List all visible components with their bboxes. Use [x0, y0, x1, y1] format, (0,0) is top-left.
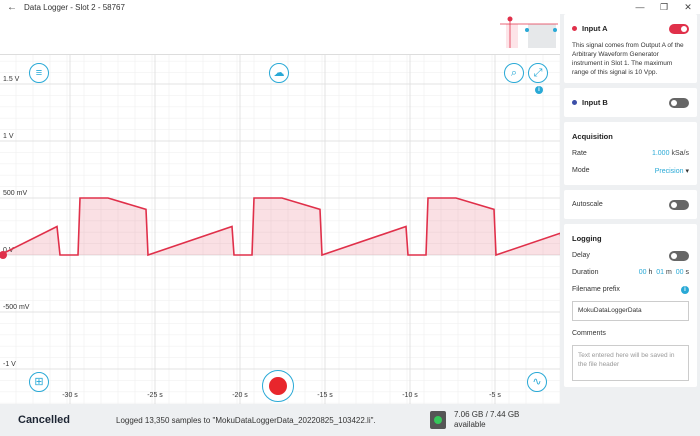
x-tick-label: -20 s	[232, 392, 248, 399]
prefix-label: Filename prefix	[572, 286, 620, 293]
prefix-info-icon[interactable]: i	[681, 285, 689, 294]
x-tick-label: -10 s	[402, 392, 418, 399]
acquisition-card: Acquisition Rate 1.000 kSa/s Mode Precisi…	[564, 122, 697, 185]
status-message: Logged 13,350 samples to "MokuDataLogger…	[116, 415, 376, 425]
record-icon	[269, 377, 287, 395]
mode-label: Mode	[572, 167, 590, 174]
settings-panel: Input A This signal comes from Output A …	[564, 14, 697, 436]
autoscale-label: Autoscale	[572, 201, 603, 208]
overview-window[interactable]	[506, 24, 518, 48]
back-arrow-icon[interactable]: ←	[7, 1, 17, 13]
x-tick-label: -30 s	[62, 392, 78, 399]
x-tick-label: -25 s	[147, 392, 163, 399]
delay-label: Delay	[572, 252, 590, 259]
zoom-button[interactable]: ⌕	[504, 63, 524, 83]
channel-a-zero-marker	[0, 251, 7, 259]
duration-minutes-unit: m	[666, 269, 672, 276]
signal-trace	[0, 197, 583, 257]
y-tick-label: 1.5 V	[3, 76, 20, 83]
y-tick-label: -500 mV	[3, 304, 30, 311]
window-title: Data Logger - Slot 2 - 58767	[24, 2, 125, 12]
logging-card: Logging Delay Duration 00 h 01 m 00 s Fi…	[564, 224, 697, 387]
input-b-card: Input B	[564, 88, 697, 117]
input-a-label: Input A	[582, 24, 608, 33]
signal-fill	[0, 198, 582, 255]
waveform-icon: ∿	[532, 375, 542, 388]
menu-icon: ≡	[35, 66, 43, 79]
mode-value: Precision	[654, 167, 684, 175]
chevron-down-icon: ▾	[685, 167, 689, 175]
input-b-color-icon	[572, 100, 577, 105]
record-button[interactable]	[262, 370, 294, 402]
input-a-card: Input A This signal comes from Output A …	[564, 14, 697, 83]
zoom-icon: ⌕	[510, 66, 518, 79]
delay-toggle[interactable]	[669, 250, 689, 261]
storage-info: 7.06 GB / 7.44 GB available	[430, 410, 560, 430]
autoscale-toggle[interactable]	[669, 199, 689, 210]
grid-button[interactable]: ⊞	[29, 372, 49, 392]
duration-hours[interactable]: 00	[638, 269, 647, 276]
autoscale-card: Autoscale	[564, 190, 697, 219]
fit-icon: ⤢	[533, 66, 543, 79]
close-icon[interactable]: ✕	[684, 1, 692, 12]
rate-unit: kSa/s	[671, 150, 689, 157]
waveform-button[interactable]: ∿	[527, 372, 547, 392]
duration-label: Duration	[572, 269, 599, 276]
comments-label: Comments	[572, 330, 606, 337]
input-a-color-icon	[572, 26, 577, 31]
storage-used: 7.06 GB / 7.44 GB	[454, 410, 520, 419]
cloud-upload-button[interactable]: ☁	[269, 63, 289, 83]
comments-input[interactable]: Text entered here will be saved in the f…	[572, 345, 689, 381]
overview-marker[interactable]	[507, 16, 513, 22]
status-state: Cancelled	[18, 414, 70, 426]
y-tick-label: -1 V	[3, 361, 16, 368]
y-tick-label: 500 mV	[3, 190, 27, 197]
status-bar: Cancelled Logged 13,350 samples to "Moku…	[0, 404, 560, 436]
minimize-icon[interactable]: —	[635, 2, 645, 12]
fit-button[interactable]: ⤢	[528, 63, 548, 83]
overview-range[interactable]	[528, 24, 556, 48]
duration-seconds-unit: s	[685, 269, 690, 276]
overview-right-handle[interactable]	[553, 28, 557, 32]
duration-minutes[interactable]: 01	[656, 269, 665, 276]
acquisition-title: Acquisition	[572, 132, 613, 141]
title-bar: ← Data Logger - Slot 2 - 58767 — ❐ ✕	[0, 0, 700, 14]
sd-card-icon	[430, 411, 446, 429]
storage-label: available	[454, 420, 486, 429]
rate-label: Rate	[572, 150, 587, 157]
overview-svg	[500, 16, 558, 48]
overview-strip[interactable]	[0, 14, 560, 54]
cloud-upload-icon: ☁	[273, 66, 285, 79]
duration-seconds[interactable]: 00	[675, 269, 684, 276]
menu-button[interactable]: ≡	[29, 63, 49, 83]
rate-value[interactable]: 1.000	[651, 150, 670, 157]
input-a-toggle[interactable]	[669, 23, 689, 34]
grid-icon: ⊞	[34, 375, 44, 388]
x-tick-label: -15 s	[317, 392, 333, 399]
info-icon[interactable]: i	[535, 86, 543, 94]
y-tick-label: 1 V	[3, 133, 14, 140]
input-a-description: This signal comes from Output A of the A…	[572, 42, 684, 76]
restore-icon[interactable]: ❐	[659, 1, 669, 12]
logging-title: Logging	[572, 234, 602, 243]
input-b-toggle[interactable]	[669, 97, 689, 108]
prefix-input[interactable]: MokuDataLoggerData	[572, 301, 689, 321]
mode-select[interactable]: Precision ▾	[655, 167, 689, 175]
overview-left-handle[interactable]	[525, 28, 529, 32]
duration-hours-unit: h	[648, 269, 653, 276]
x-tick-label: -5 s	[489, 392, 501, 399]
input-b-label: Input B	[582, 98, 608, 107]
duration-field[interactable]: 00 h 01 m 00 s	[639, 269, 689, 276]
